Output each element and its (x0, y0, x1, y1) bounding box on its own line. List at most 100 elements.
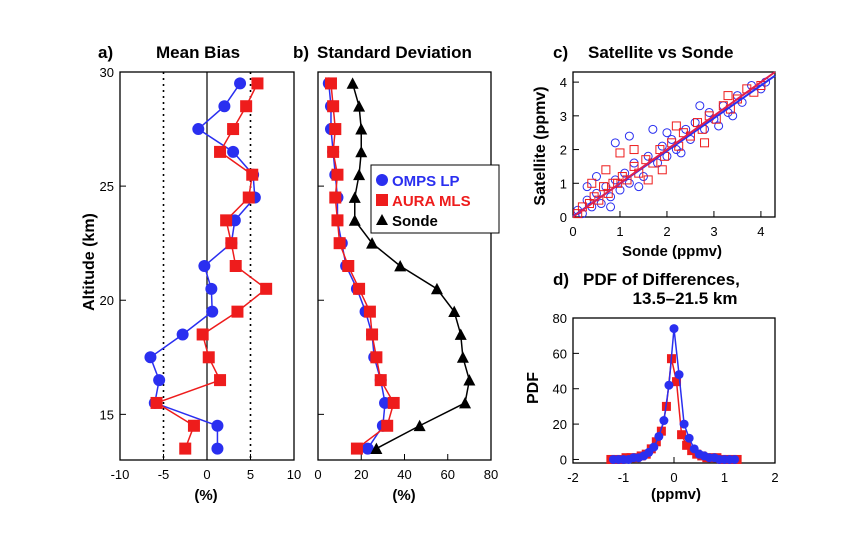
panel-b-label: b) (293, 43, 309, 62)
panel-c-point (606, 202, 616, 212)
panel-a-point (229, 260, 242, 272)
panel-a-point (234, 77, 247, 90)
panel-c-ytick-label: 1 (560, 176, 567, 191)
panel-d-series-line (613, 328, 735, 461)
panel-c-point (643, 151, 653, 161)
panel-d-ytick-label: 20 (553, 417, 567, 432)
panel-b-xlabel: (%) (392, 487, 415, 504)
panel-d-xtick-label: -2 (567, 470, 579, 485)
panel-c-ytick-label: 3 (560, 109, 567, 124)
panel-a-point (242, 191, 255, 204)
panel-c-ytick-label: 2 (560, 143, 567, 158)
panel-b-point (350, 442, 363, 455)
panel-b-point (353, 282, 366, 295)
panel-b-xtick-label: 80 (484, 467, 498, 482)
panel-c-point (599, 182, 609, 192)
panel-d-point (730, 454, 740, 464)
panel-a-label: a) (98, 43, 113, 62)
panel-d-point (649, 442, 659, 452)
panel-a-point (187, 419, 200, 432)
panel-c-ytick-label: 0 (560, 210, 567, 225)
panel-a-ylabel: Altitude (km) (81, 213, 98, 311)
panel-b-point (370, 351, 383, 364)
panel-d-label: d) (553, 270, 569, 289)
panel-a-point (202, 351, 215, 364)
panel-b-point (324, 77, 337, 90)
panel-d-ytick-label: 40 (553, 382, 567, 397)
panel-b-point (361, 442, 374, 455)
panel-c-xtick-label: 0 (569, 224, 576, 239)
panel-c-point (596, 199, 606, 209)
panel-d-ytick-label: 80 (553, 311, 567, 326)
panel-b-point (355, 123, 368, 135)
panel-d-point (684, 433, 694, 443)
panel-c-point (610, 175, 620, 185)
panel-a-point (211, 419, 224, 432)
panel-b-point (387, 396, 400, 409)
panel-c-point (573, 209, 583, 219)
panel-b-point (331, 214, 344, 227)
panel-b-point (355, 145, 368, 158)
panel-c-point (591, 188, 601, 198)
panel-a-point (231, 305, 244, 318)
panel-d-point (677, 430, 687, 440)
panel-b-point (331, 168, 344, 181)
panel-a-point (214, 145, 227, 158)
panel-c-satellite-vs-sonde: c) Satellite vs Sonde Satellite (ppmv) S… (532, 43, 776, 260)
panel-c-xtick-label: 1 (616, 224, 623, 239)
panel-a-point (211, 442, 224, 455)
panel-d-xtick-label: 1 (721, 470, 728, 485)
panel-d-point (679, 419, 689, 429)
panel-d-xtick-label: -1 (618, 470, 630, 485)
panel-b-point (381, 419, 394, 432)
panel-a-mean-bias: a) Mean Bias Altitude (km) (%) -10 -5 0 5 10… (81, 43, 301, 504)
panel-b-point (333, 237, 346, 250)
panel-c-point (643, 175, 653, 185)
panel-b-point (374, 374, 387, 387)
panel-a-point (214, 374, 227, 387)
panel-c-label: c) (553, 43, 568, 62)
panel-d-point (674, 370, 684, 380)
panel-b-point (353, 168, 366, 181)
panel-c-point (624, 131, 634, 141)
legend-mls-marker (376, 194, 388, 206)
panel-b-point (448, 305, 461, 318)
panel-a-xlabel: (%) (194, 487, 217, 504)
panel-b-xtick-label: 40 (397, 467, 411, 482)
panel-d-point (654, 431, 664, 441)
panel-a-point (144, 351, 157, 364)
panel-c-point (638, 172, 648, 182)
panel-c-point (657, 165, 667, 175)
panel-a-point (227, 123, 240, 136)
panel-a-point (225, 237, 238, 250)
panel-b-point (463, 374, 476, 386)
panel-b-point (348, 214, 361, 226)
panel-c-point (714, 121, 724, 131)
legend-mls-label: AURA MLS (392, 193, 471, 210)
panel-d-point (682, 440, 692, 450)
panel-c-point (648, 124, 658, 134)
panel-b-xtick-label: 0 (314, 467, 321, 482)
legend-box (370, 164, 500, 234)
panel-b-legend: OMPS LP AURA MLS Sonde (370, 164, 500, 234)
panel-a-point (260, 282, 273, 295)
panel-c-point (615, 185, 625, 195)
panel-a-point (227, 145, 240, 158)
panel-a-point (240, 100, 253, 113)
panel-c-point (723, 91, 733, 101)
panel-a-point (198, 260, 211, 272)
panel-a-point (251, 77, 264, 90)
panel-c-frame (572, 71, 776, 218)
panel-d-series-line (610, 358, 738, 461)
panel-c-point (695, 101, 705, 111)
panel-b-point (366, 328, 379, 341)
panel-b-point (456, 351, 469, 363)
panel-b-point (327, 100, 340, 113)
panel-a-point (205, 282, 218, 295)
panel-b-point (329, 191, 342, 204)
panel-c-point (653, 158, 663, 168)
panel-d-xtick-label: 0 (670, 470, 677, 485)
panel-c-point (629, 158, 639, 168)
panel-c-title: Satellite vs Sonde (588, 43, 734, 62)
panel-c-point (587, 178, 597, 188)
